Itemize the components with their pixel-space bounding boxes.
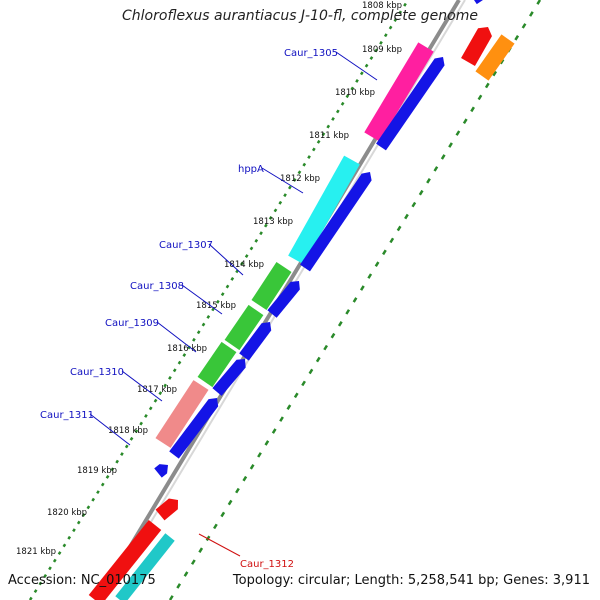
gene-leader-line [198, 533, 241, 557]
kbp-tick-label: 1810 kbp [335, 88, 375, 98]
cds-reverse-4[interactable] [239, 322, 272, 361]
cds-reverse-6[interactable] [169, 398, 219, 459]
kbp-tick-label: 1815 kbp [196, 301, 236, 311]
kbp-tick-label: 1819 kbp [77, 466, 117, 476]
gene-leader-line [181, 284, 223, 315]
kbp-tick-label: 1811 kbp [309, 131, 349, 141]
cds-reverse-3[interactable] [267, 281, 300, 318]
gene-leader-line [89, 413, 131, 446]
gene-red-upper[interactable] [461, 27, 492, 66]
gene-caur-1311[interactable] [155, 380, 209, 448]
gene-orange-upper[interactable] [475, 34, 515, 81]
gene-label[interactable]: Caur_1312 [240, 559, 294, 570]
cds-reverse-5[interactable] [212, 359, 246, 396]
gene-caur-1308[interactable] [224, 304, 264, 351]
kbp-tick-label: 1818 kbp [108, 426, 148, 436]
gene-caur-1312[interactable] [155, 498, 178, 521]
kbp-tick-label: 1820 kbp [47, 508, 87, 518]
kbp-tick-label: 1809 kbp [362, 45, 402, 55]
gene-label[interactable]: Caur_1307 [159, 240, 213, 251]
kbp-tick-label: 1813 kbp [253, 217, 293, 227]
kbp-tick-label: 1808 kbp [362, 1, 402, 11]
kbp-tick-label: 1812 kbp [280, 174, 320, 184]
gene-label[interactable]: Caur_1308 [130, 281, 184, 292]
gene-caur-1307[interactable] [251, 262, 292, 310]
gene-caur-1305[interactable] [364, 42, 434, 142]
gene-leader-line [156, 321, 197, 353]
gene-label[interactable]: Caur_1305 [284, 48, 338, 59]
gene-leader-line [335, 51, 378, 81]
gene-label[interactable]: Caur_1309 [105, 318, 159, 329]
gene-label[interactable]: Caur_1311 [40, 410, 94, 421]
genome-summary: Topology: circular; Length: 5,258,541 bp… [232, 573, 590, 588]
gene-red-lower[interactable] [88, 520, 162, 600]
tick-line-inner [28, 0, 410, 600]
cds-reverse-1[interactable] [376, 57, 445, 151]
gene-hppa[interactable] [288, 155, 360, 265]
kbp-tick-label: 1814 kbp [224, 260, 264, 270]
kbp-tick-label: 1816 kbp [167, 344, 207, 354]
cds-top-edge[interactable] [471, 0, 483, 5]
kbp-tick-label: 1821 kbp [16, 547, 56, 557]
accession-label: Accession: NC_010175 [8, 573, 156, 588]
gene-leader-line [261, 167, 304, 194]
tick-line-outer [168, 0, 542, 600]
genome-title: Chloroflexus aurantiacus J-10-fl, comple… [122, 8, 478, 24]
cds-reverse-7[interactable] [154, 464, 168, 478]
gene-cyan-lower[interactable] [115, 533, 175, 600]
track-band [140, 0, 536, 600]
kbp-tick-label: 1817 kbp [137, 385, 177, 395]
gene-caur-1309[interactable] [197, 341, 237, 388]
gene-leader-line [208, 243, 244, 276]
cds-reverse-2[interactable] [300, 172, 372, 272]
gene-label[interactable]: Caur_1310 [70, 367, 124, 378]
gene-label[interactable]: hppA [238, 164, 264, 175]
gene-leader-line [121, 370, 163, 402]
